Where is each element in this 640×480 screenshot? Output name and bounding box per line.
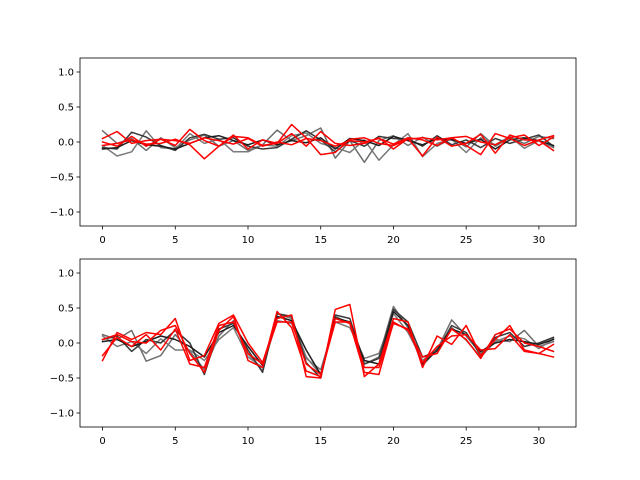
y-tick-label: −0.5 [50, 173, 74, 184]
x-tick-label: 25 [460, 436, 473, 447]
series-line-7 [101, 321, 555, 376]
x-tick-label: 15 [314, 235, 327, 246]
x-tick-label: 5 [172, 235, 178, 246]
bottom-subplot: 0 5 10 15 20 25 30 1.0 0.5 0.0 −0.5 −1.0 [50, 258, 577, 447]
x-tick-label: 30 [533, 235, 546, 246]
series-line-5 [101, 303, 555, 379]
y-tick-label: 1.0 [58, 68, 74, 79]
x-tick-label: 20 [387, 235, 400, 246]
x-tick-label: 0 [99, 436, 105, 447]
y-tick-label: 1.0 [58, 269, 74, 280]
series-line-7 [101, 134, 555, 147]
series-group [101, 303, 555, 379]
series-line-6 [101, 130, 555, 160]
y-tick-label: 0.0 [58, 339, 74, 350]
series-group [101, 123, 555, 164]
y-tick-label: −0.5 [50, 374, 74, 385]
y-tick-label: −1.0 [50, 208, 74, 219]
x-tick-label: 25 [460, 235, 473, 246]
y-tick-label: 0.5 [58, 103, 74, 114]
series-line-5 [101, 123, 555, 156]
x-tick-label: 15 [314, 436, 327, 447]
y-tick-label: 0.5 [58, 304, 74, 315]
y-tick-label: −1.0 [50, 409, 74, 420]
x-tick-label: 10 [242, 235, 255, 246]
x-tick-label: 20 [387, 436, 400, 447]
y-tick-label: 0.0 [58, 138, 74, 149]
x-tick-label: 30 [533, 436, 546, 447]
x-tick-label: 10 [242, 436, 255, 447]
x-tick-label: 5 [172, 436, 178, 447]
top-subplot: 0 5 10 15 20 25 30 1.0 0.5 0.0 −0.5 −1.0 [50, 57, 577, 246]
x-tick-label: 0 [99, 235, 105, 246]
